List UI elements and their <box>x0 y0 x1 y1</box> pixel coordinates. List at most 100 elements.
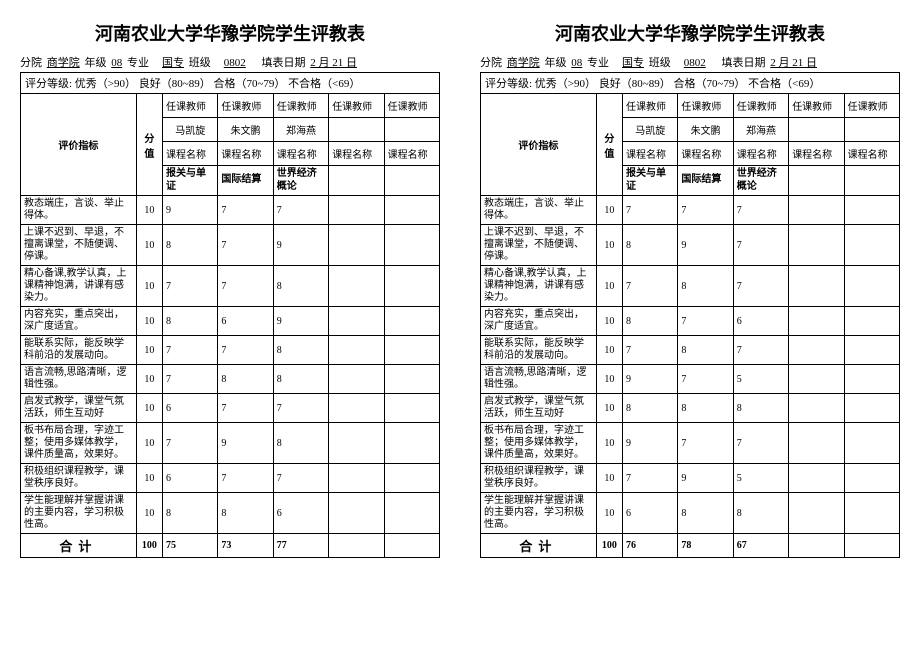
score-cell <box>384 394 439 423</box>
score-cell: 6 <box>273 493 328 534</box>
score-cell: 7 <box>163 336 218 365</box>
metric-weight: 10 <box>596 196 622 225</box>
metric-text: 板书布局合理，字迹工整；使用多媒体教学，课件质量高，效果好。 <box>21 423 137 464</box>
metric-row: 学生能理解并掌握讲课的主要内容，学习积极性高。10688 <box>481 493 900 534</box>
score-cell: 6 <box>163 394 218 423</box>
metric-weight: 10 <box>136 423 162 464</box>
score-cell: 8 <box>733 493 788 534</box>
metric-text: 上课不迟到、早退，不擅离课堂，不随便调、停课。 <box>21 225 137 266</box>
course-name: 报关与单证 <box>163 166 218 196</box>
metric-text: 精心备课,教学认真，上课精神饱满，讲课有感染力。 <box>481 266 597 307</box>
metric-row: 上课不迟到、早退，不擅离课堂，不随便调、停课。10879 <box>21 225 440 266</box>
score-cell: 9 <box>678 464 733 493</box>
metric-row: 启发式教学，课堂气氛活跃，师生互动好10888 <box>481 394 900 423</box>
score-cell <box>384 365 439 394</box>
metric-weight: 10 <box>596 394 622 423</box>
metric-row: 语言流畅,思路清晰，逻辑性强。10975 <box>481 365 900 394</box>
score-cell: 9 <box>273 225 328 266</box>
meta-line: 分院 商学院 年级 08 专业 国专 班级 0802 填表日期 2 月 21 日 <box>480 54 900 70</box>
header-course: 课程名称 <box>163 142 218 166</box>
score-cell <box>844 266 899 307</box>
score-cell <box>329 464 384 493</box>
score-cell <box>329 394 384 423</box>
metric-row: 积极组织课程教学，课堂秩序良好。10795 <box>481 464 900 493</box>
score-cell <box>384 336 439 365</box>
metric-text: 启发式教学，课堂气氛活跃，师生互动好 <box>21 394 137 423</box>
score-cell: 7 <box>273 464 328 493</box>
metric-text: 上课不迟到、早退，不擅离课堂，不随便调、停课。 <box>481 225 597 266</box>
metric-weight: 10 <box>136 225 162 266</box>
score-cell: 8 <box>623 307 678 336</box>
metric-weight: 10 <box>596 464 622 493</box>
score-cell: 7 <box>273 394 328 423</box>
score-cell <box>789 266 844 307</box>
score-cell: 9 <box>218 423 273 464</box>
score-cell <box>329 336 384 365</box>
score-cell: 8 <box>678 336 733 365</box>
evaluation-form-left: 河南农业大学华豫学院学生评教表 分院 商学院 年级 08 专业 国专 班级 08… <box>20 20 440 558</box>
score-cell: 8 <box>623 394 678 423</box>
score-cell: 7 <box>623 464 678 493</box>
header-teacher: 任课教师 <box>163 94 218 118</box>
metric-weight: 10 <box>596 266 622 307</box>
metric-row: 板书布局合理，字迹工整；使用多媒体教学，课件质量高，效果好。10977 <box>481 423 900 464</box>
score-cell: 8 <box>218 493 273 534</box>
score-cell: 7 <box>218 266 273 307</box>
score-cell: 8 <box>273 336 328 365</box>
form-title: 河南农业大学华豫学院学生评教表 <box>20 20 440 46</box>
score-cell: 8 <box>163 493 218 534</box>
score-cell: 7 <box>218 394 273 423</box>
metric-weight: 10 <box>136 266 162 307</box>
score-cell <box>844 365 899 394</box>
metric-text: 学生能理解并掌握讲课的主要内容，学习积极性高。 <box>21 493 137 534</box>
metric-text: 能联系实际，能反映学科前沿的发展动向。 <box>481 336 597 365</box>
score-cell: 7 <box>218 336 273 365</box>
metric-text: 教态端庄，言谈、举止得体。 <box>481 196 597 225</box>
score-cell: 8 <box>273 423 328 464</box>
score-cell: 7 <box>678 365 733 394</box>
evaluation-table: 评价指标 分值 任课教师 任课教师 任课教师 任课教师 任课教师 马凯旋 朱文鹏… <box>480 93 900 558</box>
score-cell <box>844 196 899 225</box>
metric-text: 能联系实际，能反映学科前沿的发展动向。 <box>21 336 137 365</box>
score-cell: 7 <box>733 266 788 307</box>
metric-row: 内容充实，重点突出，深广度适宜。10876 <box>481 307 900 336</box>
metric-text: 学生能理解并掌握讲课的主要内容，学习积极性高。 <box>481 493 597 534</box>
score-cell: 8 <box>623 225 678 266</box>
score-cell: 7 <box>733 225 788 266</box>
metric-weight: 10 <box>136 336 162 365</box>
score-cell: 6 <box>163 464 218 493</box>
score-cell <box>844 493 899 534</box>
score-cell: 9 <box>623 365 678 394</box>
score-cell <box>329 493 384 534</box>
metric-weight: 10 <box>136 394 162 423</box>
score-cell: 8 <box>678 394 733 423</box>
score-cell: 7 <box>218 196 273 225</box>
score-cell <box>789 336 844 365</box>
score-cell: 7 <box>623 196 678 225</box>
score-body-left: 教态端庄，言谈、举止得体。10977上课不迟到、早退，不擅离课堂，不随便调、停课… <box>21 196 440 534</box>
score-cell <box>789 394 844 423</box>
score-cell <box>329 225 384 266</box>
score-cell: 6 <box>623 493 678 534</box>
score-cell <box>329 266 384 307</box>
score-cell: 8 <box>163 307 218 336</box>
score-cell <box>789 493 844 534</box>
score-cell <box>844 307 899 336</box>
metric-text: 启发式教学，课堂气氛活跃，师生互动好 <box>481 394 597 423</box>
metric-text: 精心备课,教学认真，上课精神饱满，讲课有感染力。 <box>21 266 137 307</box>
score-cell: 7 <box>218 225 273 266</box>
metric-row: 上课不迟到、早退，不擅离课堂，不随便调、停课。10897 <box>481 225 900 266</box>
score-cell: 7 <box>733 423 788 464</box>
metric-text: 积极组织课程教学，课堂秩序良好。 <box>481 464 597 493</box>
metric-weight: 10 <box>596 493 622 534</box>
score-cell: 8 <box>273 365 328 394</box>
score-cell: 5 <box>733 365 788 394</box>
score-cell: 7 <box>678 307 733 336</box>
header-score: 分值 <box>136 94 162 196</box>
grade-levels: 评分等级: 优秀（>90） 良好（80~89） 合格（70~79） 不合格（<6… <box>20 72 440 93</box>
score-cell <box>789 423 844 464</box>
score-cell: 8 <box>163 225 218 266</box>
score-cell: 8 <box>678 493 733 534</box>
score-cell: 8 <box>733 394 788 423</box>
metric-row: 教态端庄，言谈、举止得体。10777 <box>481 196 900 225</box>
